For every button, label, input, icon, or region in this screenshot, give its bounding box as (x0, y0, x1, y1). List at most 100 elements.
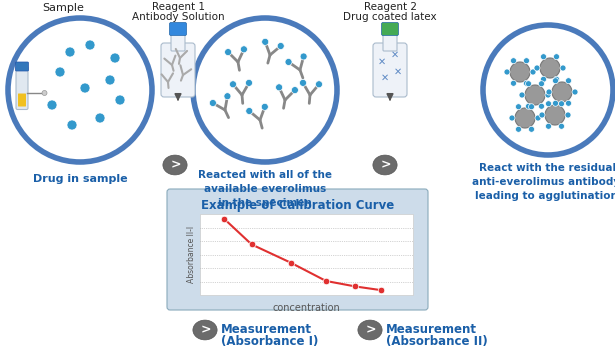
Text: concentration: concentration (272, 303, 340, 313)
Circle shape (539, 81, 544, 87)
Circle shape (572, 89, 578, 95)
Ellipse shape (193, 320, 217, 340)
Circle shape (509, 115, 515, 121)
Point (351, 284, 360, 289)
Text: (Absorbance I): (Absorbance I) (221, 335, 319, 348)
Text: Absorbance II-I: Absorbance II-I (188, 226, 197, 283)
Circle shape (535, 115, 541, 121)
Circle shape (240, 46, 247, 53)
Circle shape (193, 18, 337, 162)
Circle shape (292, 87, 298, 94)
Circle shape (515, 126, 522, 132)
Circle shape (65, 47, 75, 57)
Circle shape (566, 100, 571, 106)
Circle shape (285, 59, 292, 65)
Circle shape (483, 25, 613, 155)
Point (247, 242, 256, 247)
Circle shape (552, 78, 558, 84)
FancyBboxPatch shape (16, 66, 28, 109)
Circle shape (47, 100, 57, 110)
Ellipse shape (358, 320, 382, 340)
FancyBboxPatch shape (161, 43, 195, 97)
Circle shape (528, 126, 534, 132)
Circle shape (541, 76, 547, 82)
Circle shape (277, 42, 284, 50)
Circle shape (80, 83, 90, 93)
Circle shape (519, 92, 525, 98)
Circle shape (510, 80, 517, 86)
Circle shape (42, 90, 47, 95)
Point (220, 216, 229, 222)
Circle shape (95, 113, 105, 123)
Circle shape (224, 48, 232, 56)
Text: ✕: ✕ (378, 57, 386, 67)
Circle shape (262, 38, 269, 45)
Text: Reagent 2: Reagent 2 (363, 2, 416, 12)
Circle shape (523, 80, 530, 86)
Circle shape (246, 107, 253, 115)
Circle shape (554, 54, 560, 60)
FancyBboxPatch shape (171, 31, 185, 51)
Text: >: > (200, 323, 211, 336)
Circle shape (545, 92, 551, 98)
Circle shape (554, 76, 560, 82)
Circle shape (558, 101, 565, 107)
Circle shape (224, 93, 231, 100)
Circle shape (560, 65, 566, 71)
Circle shape (552, 82, 572, 102)
Circle shape (85, 40, 95, 50)
FancyBboxPatch shape (200, 214, 413, 295)
Circle shape (545, 105, 565, 125)
Text: Antibody Solution: Antibody Solution (132, 12, 224, 22)
Text: ✕: ✕ (391, 50, 399, 60)
Text: >: > (381, 159, 391, 172)
FancyBboxPatch shape (373, 43, 407, 97)
Circle shape (558, 123, 565, 129)
Circle shape (539, 103, 544, 109)
Circle shape (8, 18, 152, 162)
Circle shape (546, 89, 552, 95)
Circle shape (515, 108, 535, 128)
Circle shape (546, 123, 552, 129)
FancyBboxPatch shape (383, 31, 397, 51)
FancyBboxPatch shape (15, 62, 28, 71)
Circle shape (110, 53, 120, 63)
Circle shape (209, 99, 216, 107)
Circle shape (229, 81, 237, 88)
Text: >: > (171, 159, 181, 172)
Circle shape (525, 103, 531, 109)
Text: Example of Calibration Curve: Example of Calibration Curve (201, 199, 394, 212)
Point (286, 260, 296, 266)
Circle shape (525, 85, 545, 105)
Text: Drug in sample: Drug in sample (33, 174, 127, 184)
Circle shape (534, 65, 540, 71)
Point (376, 287, 386, 293)
FancyBboxPatch shape (18, 93, 26, 107)
Circle shape (300, 53, 307, 60)
Text: Reacted with all of the
available everolimus
in the specimen: Reacted with all of the available everol… (198, 170, 332, 208)
Circle shape (566, 78, 571, 84)
Circle shape (552, 100, 558, 106)
Circle shape (55, 67, 65, 77)
Circle shape (528, 104, 534, 110)
Circle shape (523, 58, 530, 64)
Text: Sample: Sample (42, 3, 84, 13)
Text: (Absorbance II): (Absorbance II) (386, 335, 488, 348)
Circle shape (115, 95, 125, 105)
Circle shape (300, 79, 306, 87)
FancyBboxPatch shape (167, 189, 428, 310)
Text: React with the residual
anti-everolimus antibody,
leading to agglutination.: React with the residual anti-everolimus … (472, 163, 615, 201)
Ellipse shape (163, 155, 187, 175)
Text: Reagent 1: Reagent 1 (151, 2, 205, 12)
Ellipse shape (373, 155, 397, 175)
Circle shape (315, 81, 322, 88)
Circle shape (525, 81, 531, 87)
Circle shape (539, 112, 545, 118)
Circle shape (510, 58, 517, 64)
Text: Drug coated latex: Drug coated latex (343, 12, 437, 22)
Circle shape (530, 69, 536, 75)
Circle shape (515, 104, 522, 110)
FancyBboxPatch shape (381, 23, 399, 36)
Circle shape (245, 79, 253, 87)
Circle shape (565, 112, 571, 118)
